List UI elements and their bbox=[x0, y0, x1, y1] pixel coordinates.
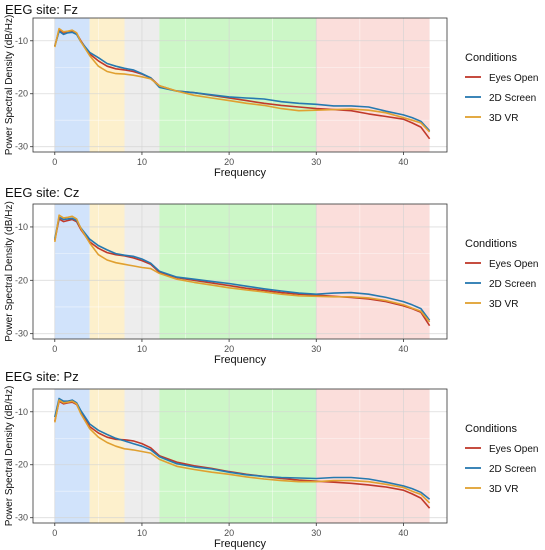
series-line-3d-vr bbox=[54, 399, 431, 504]
y-tick-label: -20 bbox=[15, 460, 28, 470]
plot-border bbox=[32, 17, 448, 153]
y-tick-label: -10 bbox=[15, 36, 28, 46]
y-tick-label: -20 bbox=[15, 89, 28, 99]
chart-panel-2: EEG site: Cz 0 10 20 30 40 -30 -20 -10 Frequency P… bbox=[4, 185, 538, 366]
x-tick-label: 20 bbox=[224, 528, 234, 538]
legend-label: 2D Screen bbox=[489, 464, 536, 475]
series-line-3d-vr bbox=[54, 214, 431, 323]
band-beta bbox=[159, 389, 317, 523]
legend-title: Conditions bbox=[465, 238, 517, 250]
x-tick-label: 30 bbox=[311, 528, 321, 538]
band-delta bbox=[54, 18, 90, 152]
chart-panel-1: EEG site: Fz 0 10 20 30 40 -30 -20 -10 Frequency P… bbox=[4, 2, 538, 179]
x-tick-label: 0 bbox=[52, 528, 57, 538]
y-tick-label: -10 bbox=[15, 222, 28, 232]
y-tick-label: -30 bbox=[15, 329, 28, 339]
legend: Conditions Eyes Open 2D Screen 3D VR bbox=[465, 52, 538, 124]
band-delta bbox=[54, 389, 90, 523]
legend-label: 3D VR bbox=[489, 299, 518, 310]
y-tick-label: -30 bbox=[15, 513, 28, 523]
x-tick-label: 0 bbox=[52, 344, 57, 354]
band-gamma bbox=[316, 18, 430, 152]
x-tick-label: 20 bbox=[224, 344, 234, 354]
band-theta bbox=[89, 389, 125, 523]
series-line-3d-vr bbox=[54, 27, 431, 133]
x-tick-label: 40 bbox=[398, 157, 408, 167]
band-gamma bbox=[316, 389, 430, 523]
y-tick-label: -20 bbox=[15, 275, 28, 285]
band-gamma bbox=[316, 204, 430, 339]
x-tick-label: 10 bbox=[137, 528, 147, 538]
legend: Conditions Eyes Open 2D Screen 3D VR bbox=[465, 238, 538, 310]
x-tick-label: 10 bbox=[137, 157, 147, 167]
legend-label: 3D VR bbox=[489, 484, 518, 495]
plot-border bbox=[32, 203, 448, 340]
panel-title: EEG site: Pz bbox=[5, 369, 79, 384]
legend-label: Eyes Open bbox=[489, 259, 538, 270]
panel-title: EEG site: Fz bbox=[5, 2, 78, 17]
y-tick-label: -30 bbox=[15, 142, 28, 152]
x-tick-label: 10 bbox=[137, 344, 147, 354]
legend: Conditions Eyes Open 2D Screen 3D VR bbox=[465, 423, 538, 495]
band-delta bbox=[54, 204, 90, 339]
plot-border bbox=[32, 388, 448, 524]
legend-label: 2D Screen bbox=[489, 93, 536, 104]
legend-label: Eyes Open bbox=[489, 73, 538, 84]
chart-panel-3: EEG site: Pz 0 10 20 30 40 -30 -20 -10 Frequency P… bbox=[4, 369, 538, 550]
y-axis-label: Power Spectral Density (dB/Hz) bbox=[4, 15, 15, 156]
legend-title: Conditions bbox=[465, 52, 517, 64]
band-beta bbox=[159, 204, 317, 339]
x-tick-label: 40 bbox=[398, 528, 408, 538]
legend-title: Conditions bbox=[465, 423, 517, 435]
band-theta bbox=[89, 18, 125, 152]
x-axis-label: Frequency bbox=[214, 167, 266, 179]
y-tick-label: -10 bbox=[15, 407, 28, 417]
x-tick-label: 30 bbox=[311, 344, 321, 354]
x-tick-label: 0 bbox=[52, 157, 57, 167]
band-theta bbox=[89, 204, 125, 339]
x-axis-label: Frequency bbox=[214, 538, 266, 550]
legend-label: 2D Screen bbox=[489, 279, 536, 290]
band-beta bbox=[159, 18, 317, 152]
x-tick-label: 20 bbox=[224, 157, 234, 167]
panel-title: EEG site: Cz bbox=[5, 185, 79, 200]
legend-label: Eyes Open bbox=[489, 444, 538, 455]
x-tick-label: 40 bbox=[398, 344, 408, 354]
y-axis-label: Power Spectral Density (dB/Hz) bbox=[4, 386, 15, 527]
x-tick-label: 30 bbox=[311, 157, 321, 167]
x-axis-label: Frequency bbox=[214, 354, 266, 366]
y-axis-label: Power Spectral Density (dB/Hz) bbox=[4, 201, 15, 342]
legend-label: 3D VR bbox=[489, 113, 518, 124]
